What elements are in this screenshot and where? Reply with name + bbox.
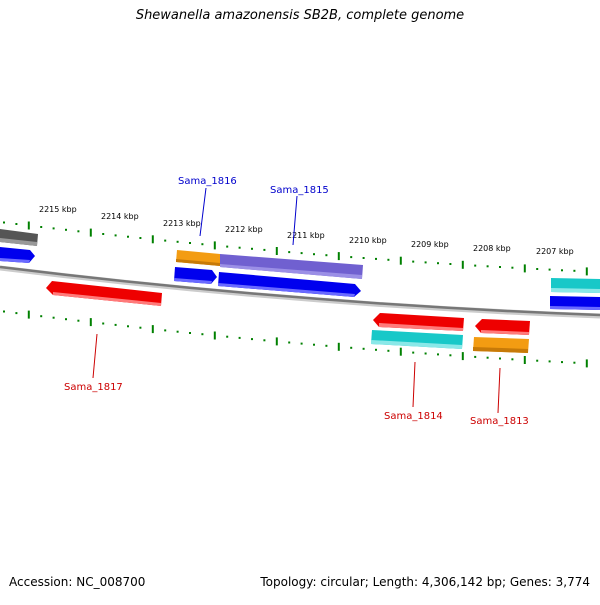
tick-label-2208: 2208 kbp — [473, 244, 511, 253]
gene-blue-right-shade — [550, 306, 600, 310]
gene-purple-1815-shade — [220, 264, 362, 279]
gene-blue-1815[interactable] — [218, 272, 361, 297]
gene-orange-1816-shade — [176, 259, 220, 266]
tick-label-2212: 2212 kbp — [225, 225, 263, 234]
gene-label-sama-1815[interactable]: Sama_1815 — [270, 185, 329, 196]
tick-label-2211: 2211 kbp — [287, 231, 325, 240]
leader-sama-1815 — [292, 195, 298, 246]
genome-summary-text: Topology: circular; Length: 4,306,142 bp… — [260, 575, 590, 589]
gene-cyan-1814-shade — [371, 340, 462, 349]
inner-tick-ring — [3, 310, 588, 368]
tick-label-2209: 2209 kbp — [411, 240, 449, 249]
leader-sama-1816 — [199, 187, 207, 237]
gene-blue-1816-shade — [174, 278, 212, 284]
tick-label-2214: 2214 kbp — [101, 212, 139, 221]
leader-sama-1814 — [412, 361, 416, 408]
gene-red-1814-shade — [379, 323, 463, 331]
leader-sama-1817 — [92, 333, 98, 379]
gene-red-1817[interactable] — [46, 281, 162, 306]
gene-label-sama-1816[interactable]: Sama_1816 — [178, 176, 237, 187]
gene-label-sama-1813[interactable]: Sama_1813 — [470, 416, 529, 427]
gene-orange-1813-shade — [473, 347, 528, 353]
leader-sama-1813 — [497, 367, 501, 414]
gene-blue-left-shade — [0, 258, 30, 263]
tick-label-2213: 2213 kbp — [163, 219, 201, 228]
gene-red-1817-shade — [53, 292, 161, 306]
tick-label-2207: 2207 kbp — [536, 247, 574, 256]
page-title: Shewanella amazonensis SB2B, complete ge… — [135, 8, 465, 23]
gene-red-1813-shade — [481, 330, 529, 335]
genome-backbone-core — [0, 265, 600, 317]
gene-label-sama-1817[interactable]: Sama_1817 — [64, 382, 123, 393]
gene-gray-left-shade — [0, 238, 37, 246]
gene-cyan-right-shade — [551, 288, 600, 293]
gene-label-sama-1814[interactable]: Sama_1814 — [384, 411, 443, 422]
tick-label-2210: 2210 kbp — [349, 236, 387, 245]
outer-tick-ring — [3, 221, 588, 276]
accession-text: Accession: NC_008700 — [9, 575, 146, 589]
gene-blue-1815-shade — [218, 283, 355, 297]
tick-label-2215: 2215 kbp — [39, 205, 77, 214]
